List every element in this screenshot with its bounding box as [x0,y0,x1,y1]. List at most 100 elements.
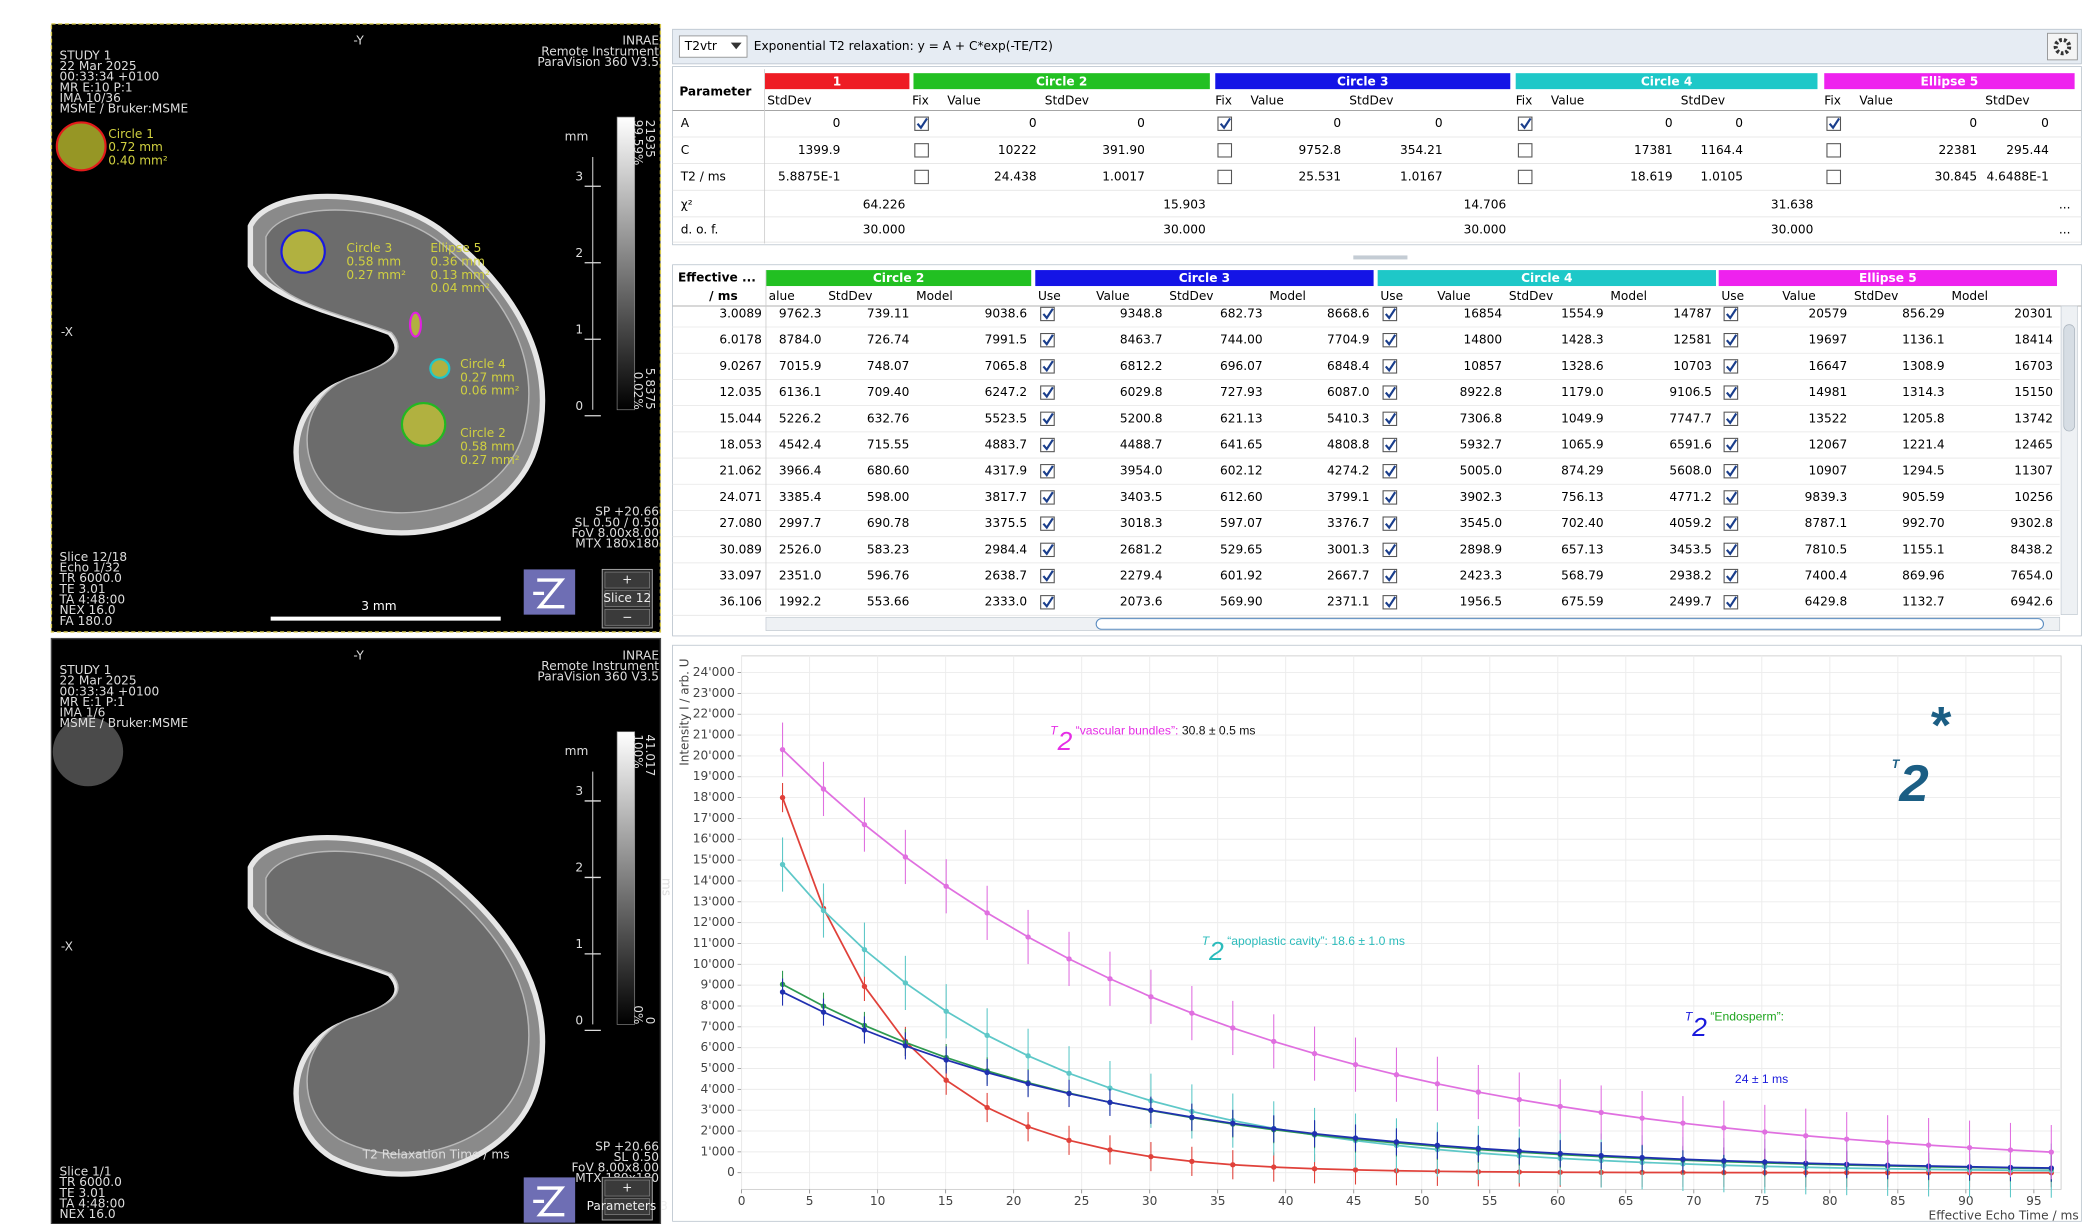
scroll-thumb[interactable] [2064,325,2075,431]
roi-label: 0.27 mm² [346,268,406,282]
cell: 27.080 [719,516,762,530]
data-point [984,1105,989,1110]
annotation-span: 30.8 ± 0.5 ms [1182,724,1256,738]
column-header: StdDev [1349,94,1393,108]
cell: 7704.9 [1327,333,1370,347]
roi-label: 0.58 mm [460,440,515,454]
cell: 7654.0 [2010,569,2053,583]
cell: 2638.7 [985,569,1028,583]
column-header: Use [1038,289,1061,303]
roi[interactable] [57,122,106,170]
column-header: StdDev [1045,94,1089,108]
checkbox[interactable] [1827,170,1841,183]
data-point [862,822,867,827]
cell: 5200.8 [1120,411,1163,425]
annotation-span: 2 [1057,726,1073,756]
data-point [1025,1053,1030,1058]
cell: 1132.7 [1902,595,1945,609]
column-header: Value [1859,94,1892,108]
cell: 30.845 [1935,170,1978,184]
cell: 25.531 [1299,170,1342,184]
cell: 1328.6 [1561,359,1604,373]
roi[interactable] [281,230,324,273]
orientation-label: -Y [353,34,364,48]
annotation-span: “apoplastic cavity”: 18.6 ± 1.0 ms [1224,934,1405,948]
y-tick-label: 14'000 [693,874,735,888]
scroll-thumb[interactable] [1096,619,2043,630]
cell: 1221.4 [1902,438,1945,452]
cell: 33.097 [719,569,762,583]
cell: 0 [1029,116,1037,130]
group-label: Circle 4 [1641,74,1692,88]
cell: 391.90 [1102,143,1145,157]
row-label: C [681,143,690,157]
data-point [1148,1154,1153,1159]
data-point [984,1033,989,1038]
x-tick-label: 90 [1958,1194,1973,1208]
screenshot: STUDY 122 Mar 202500:33:34 +0100MR E:10 … [0,0,2099,1224]
colorbar-label: 0.02% [631,372,645,410]
checkbox[interactable] [1518,170,1532,183]
cell: 14787 [1673,307,1712,321]
cell: 21.062 [719,464,762,478]
cell: 3.0089 [719,307,762,321]
x-tick-label: 70 [1686,1194,1701,1208]
cell: 10857 [1463,359,1502,373]
annotation-span: “vascular bundles”: [1072,724,1182,738]
cell: 8463.7 [1120,333,1163,347]
cell: 19697 [1809,333,1848,347]
cell: 14800 [1463,333,1502,347]
checkbox[interactable] [1827,144,1841,157]
data-point [1189,1010,1194,1015]
cell: 1136.1 [1902,333,1945,347]
cell: 598.00 [867,490,910,504]
cell: 727.93 [1220,385,1263,399]
cell: 6087.0 [1327,385,1370,399]
data-point [1394,1072,1399,1077]
checkbox[interactable] [1218,144,1232,157]
cell: 9302.8 [2010,516,2053,530]
data-point [1107,1100,1112,1105]
column-header: Value [1551,94,1584,108]
cell: ... [2059,223,2071,237]
cell: 1308.9 [1902,359,1945,373]
cell: 0 [1969,116,1977,130]
cell: 36.106 [719,595,762,609]
roi[interactable] [430,359,449,378]
checkbox[interactable] [915,170,929,183]
cell: 10907 [1809,464,1848,478]
data-point [984,910,989,915]
colorbar-label: 100% [631,734,645,768]
y-tick-label: 12'000 [693,915,735,929]
group-label: Circle 2 [873,271,924,285]
checkbox[interactable] [915,144,929,157]
checkbox[interactable] [1218,170,1232,183]
roi[interactable] [402,403,445,446]
cell: 602.12 [1220,464,1263,478]
checkbox[interactable] [1518,144,1532,157]
cell: 24.071 [719,490,762,504]
y-tick-label: 4'000 [701,1082,735,1096]
x-tick-label: 65 [1618,1194,1633,1208]
cell: 0 [1435,116,1443,130]
cell: 4488.7 [1120,438,1163,452]
cell: 10256 [2014,490,2053,504]
data-point [1435,1081,1440,1086]
cell: 4808.8 [1327,438,1370,452]
cell: 4.6488E-1 [1987,170,2049,184]
cell: 14.706 [1464,197,1507,211]
roi-label: Circle 3 [346,241,392,255]
cell: 7306.8 [1460,411,1503,425]
cell: 0 [2041,116,2049,130]
cell: 6848.4 [1327,359,1370,373]
column-header: StdDev [1169,289,1213,303]
cell: 4542.4 [779,438,822,452]
cell: 30.000 [1464,223,1507,237]
cell: 6.0178 [719,333,762,347]
cell: 0 [1137,116,1145,130]
cell: 16647 [1809,359,1848,373]
settings-button[interactable] [2048,33,2078,60]
cell: 5.8875E-1 [778,170,840,184]
roi[interactable] [410,313,421,337]
cell: 2681.2 [1120,542,1163,556]
